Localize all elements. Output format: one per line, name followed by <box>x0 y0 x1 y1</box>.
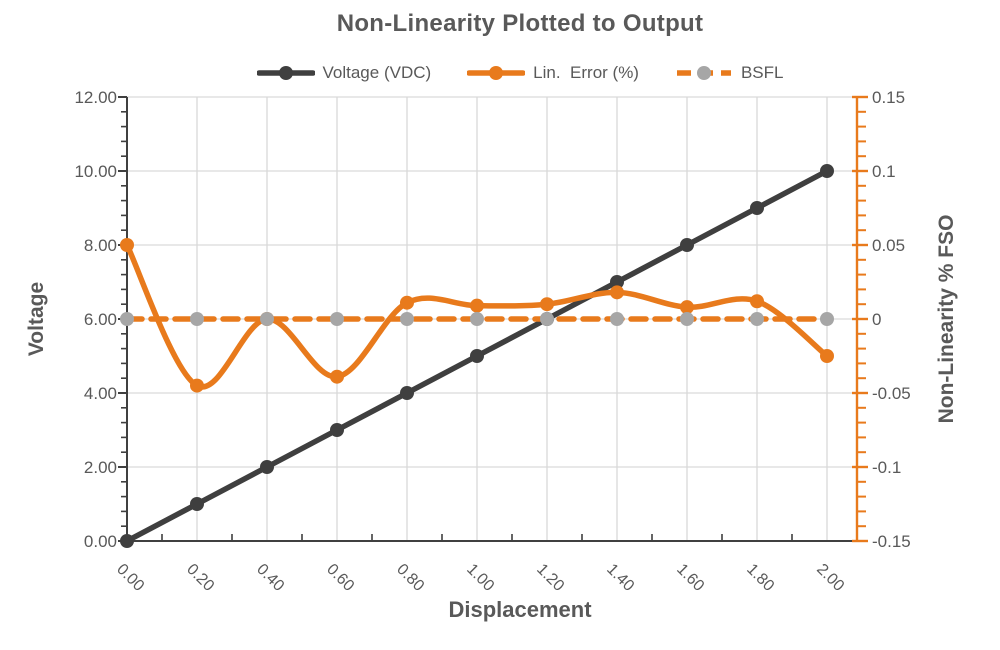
right-tick-label: 0.15 <box>872 88 905 107</box>
right-tick-label: -0.1 <box>872 458 901 477</box>
right-axis-title: Non-Linearity % FSO <box>935 214 958 424</box>
x-tick-label: 1.20 <box>533 561 567 595</box>
right-tick-label: -0.15 <box>872 532 911 551</box>
left-tick-label: 10.00 <box>74 162 117 181</box>
right-tick-label: 0.1 <box>872 162 896 181</box>
data-point-lin-error <box>470 298 484 313</box>
data-point-bsfl <box>680 312 694 326</box>
series-bsfl <box>120 312 834 326</box>
legend-sample-voltage-line-icon <box>256 66 315 80</box>
data-point-voltage-vdc <box>330 423 344 437</box>
left-tick-label: 4.00 <box>84 384 117 403</box>
data-point-lin-error <box>750 294 764 309</box>
legend-item-lin-error: Lin. Error (%) <box>467 63 639 83</box>
data-point-lin-error <box>400 295 414 310</box>
x-tick-label: 0.60 <box>323 561 357 595</box>
legend: Voltage (VDC) Lin. Error (%) BSFL <box>40 63 1000 83</box>
x-axis-title: Displacement <box>448 597 592 622</box>
data-point-voltage-vdc <box>260 460 274 474</box>
x-tick-label: 0.00 <box>113 561 147 595</box>
legend-label-bsfl: BSFL <box>740 63 784 82</box>
data-point-voltage-vdc <box>400 386 414 400</box>
legend-label-voltage: Voltage (VDC) <box>322 63 432 82</box>
data-point-lin-error <box>820 349 834 363</box>
data-point-voltage-vdc <box>190 497 204 511</box>
right-tick-label: -0.05 <box>872 384 911 403</box>
data-point-bsfl <box>750 312 764 326</box>
data-point-voltage-vdc <box>470 349 484 363</box>
x-tick-label: 0.20 <box>183 561 217 595</box>
x-tick-label: 1.00 <box>463 561 497 595</box>
series-line-lin-error <box>124 242 830 390</box>
legend-sample-bsfl-dashed-line-icon <box>676 66 731 80</box>
right-tick-label: 0 <box>872 310 881 329</box>
x-tick-label: 0.80 <box>393 561 427 595</box>
left-tick-label: 0.00 <box>84 532 117 551</box>
data-point-bsfl <box>400 312 414 326</box>
data-point-bsfl <box>260 312 274 326</box>
x-tick-label: 0.40 <box>253 561 287 595</box>
chart-title: Non-Linearity Plotted to Output <box>336 10 704 37</box>
data-point-lin-error <box>540 297 554 312</box>
data-point-bsfl <box>820 312 834 326</box>
data-point-lin-error <box>120 238 134 252</box>
x-tick-label: 2.00 <box>813 561 847 595</box>
data-point-bsfl <box>330 312 344 326</box>
data-point-voltage-vdc <box>680 238 694 252</box>
data-point-bsfl <box>120 312 134 326</box>
data-point-voltage-vdc <box>750 201 764 215</box>
left-tick-label: 6.00 <box>84 310 117 329</box>
x-tick-label: 1.60 <box>673 561 707 595</box>
x-tick-label: 1.40 <box>603 561 637 595</box>
data-point-bsfl <box>540 312 554 326</box>
data-point-bsfl <box>610 312 624 326</box>
legend-item-bsfl: BSFL <box>675 63 784 83</box>
x-tick-label: 1.80 <box>743 561 777 595</box>
series-lin-error <box>120 238 834 393</box>
data-point-lin-error <box>610 285 624 300</box>
data-point-bsfl <box>190 312 204 326</box>
left-tick-label: 12.00 <box>74 88 117 107</box>
data-point-lin-error <box>330 369 344 384</box>
data-point-voltage-vdc <box>820 164 834 178</box>
data-point-voltage-vdc <box>610 275 624 289</box>
data-point-bsfl <box>470 312 484 326</box>
data-point-lin-error <box>190 378 204 393</box>
legend-sample-lin-error-line-icon <box>467 66 526 80</box>
left-tick-label: 2.00 <box>84 458 117 477</box>
legend-item-voltage: Voltage (VDC) <box>256 63 432 83</box>
left-tick-label: 8.00 <box>84 236 117 255</box>
data-point-lin-error <box>680 300 694 315</box>
data-point-voltage-vdc <box>120 534 134 548</box>
left-axis-title: Voltage <box>25 281 48 357</box>
legend-label-lin-error: Lin. Error (%) <box>533 63 639 82</box>
right-tick-label: 0.05 <box>872 236 905 255</box>
tick-labels: 0.00 2.00 4.00 6.00 8.00 10.00 12.00 -0.15 -0.1 -… <box>74 88 910 595</box>
